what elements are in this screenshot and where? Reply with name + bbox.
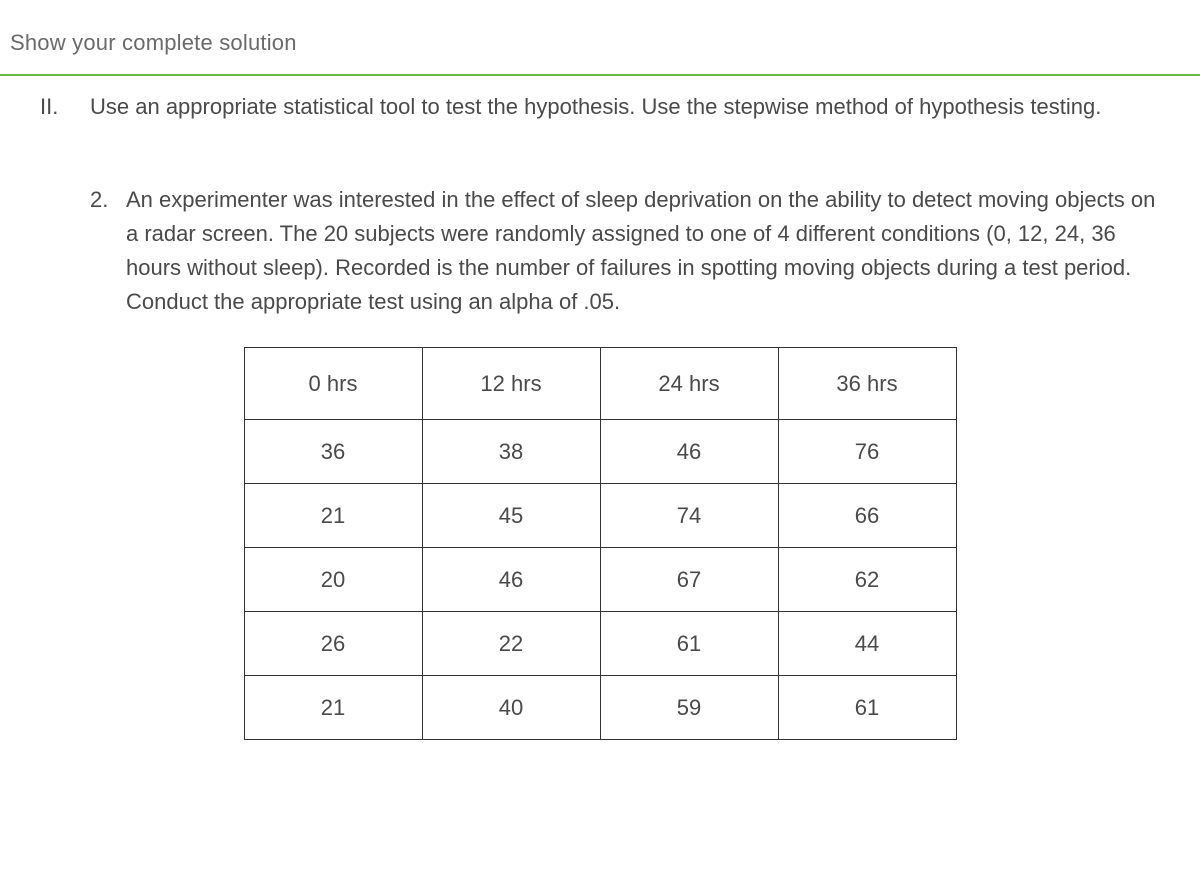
table-cell: 20 [244,548,422,612]
table-row: 26 22 61 44 [244,612,956,676]
table-cell: 38 [422,420,600,484]
table-header-row: 0 hrs 12 hrs 24 hrs 36 hrs [244,348,956,420]
table-cell: 36 [244,420,422,484]
question-block: 2. An experimenter was interested in the… [0,123,1200,319]
table-cell: 22 [422,612,600,676]
table-row: 21 45 74 66 [244,484,956,548]
table-cell: 26 [244,612,422,676]
question-text: An experimenter was interested in the ef… [126,183,1160,319]
col-header: 0 hrs [244,348,422,420]
col-header: 24 hrs [600,348,778,420]
section-number: II. [40,90,90,123]
table-cell: 44 [778,612,956,676]
question-number: 2. [90,183,126,319]
table-cell: 66 [778,484,956,548]
table-cell: 40 [422,676,600,740]
table-cell: 21 [244,484,422,548]
table-row: 36 38 46 76 [244,420,956,484]
section-divider [0,74,1200,76]
table-cell: 59 [600,676,778,740]
section-block: II. Use an appropriate statistical tool … [0,84,1200,123]
data-table: 0 hrs 12 hrs 24 hrs 36 hrs 36 38 46 76 2… [244,347,957,740]
table-cell: 61 [600,612,778,676]
table-cell: 67 [600,548,778,612]
table-cell: 76 [778,420,956,484]
section-text: Use an appropriate statistical tool to t… [90,90,1160,123]
table-row: 20 46 67 62 [244,548,956,612]
table-cell: 45 [422,484,600,548]
table-cell: 61 [778,676,956,740]
table-cell: 46 [422,548,600,612]
table-cell: 74 [600,484,778,548]
col-header: 12 hrs [422,348,600,420]
table-cell: 46 [600,420,778,484]
table-cell: 21 [244,676,422,740]
instruction-header: Show your complete solution [0,0,1200,74]
col-header: 36 hrs [778,348,956,420]
table-cell: 62 [778,548,956,612]
table-row: 21 40 59 61 [244,676,956,740]
